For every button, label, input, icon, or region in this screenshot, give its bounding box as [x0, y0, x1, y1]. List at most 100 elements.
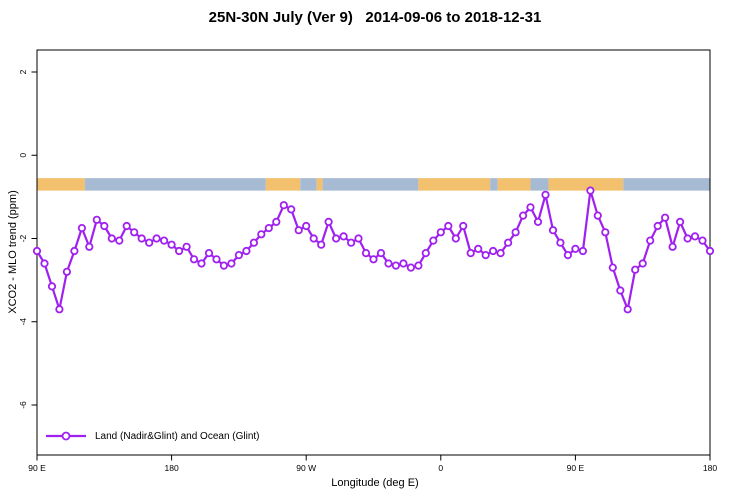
ocean-segment [530, 178, 549, 191]
data-point-marker [287, 205, 296, 214]
data-point-marker [518, 211, 528, 220]
data-point-marker [391, 261, 400, 270]
data-point-marker [234, 251, 243, 260]
data-point-marker [115, 236, 124, 245]
x-tick-label: 90 E [28, 463, 46, 473]
y-tick-label: 0 [18, 153, 28, 158]
data-point-marker [189, 255, 199, 264]
x-tick-label: 180 [165, 463, 179, 473]
data-point-marker [279, 201, 288, 210]
data-point-marker [429, 236, 438, 245]
data-point-marker [541, 190, 550, 199]
data-point-marker [130, 228, 139, 237]
y-tick-label: 2 [18, 69, 28, 74]
data-point-marker [444, 221, 453, 231]
y-tick-label: -4 [18, 318, 28, 326]
data-point-marker [705, 246, 715, 256]
data-point-marker [369, 255, 378, 264]
chart-title: 25N-30N July (Ver 9) 2014-09-06 to 2018-… [208, 9, 542, 26]
data-point-marker [690, 232, 700, 241]
x-axis-label: Longitude (deg E) [331, 477, 419, 489]
data-point-marker [62, 267, 72, 276]
data-point-marker [481, 251, 490, 260]
data-point-marker [175, 246, 184, 256]
land-segment [497, 178, 531, 191]
data-point-marker [204, 249, 214, 258]
data-point-marker [593, 211, 602, 220]
data-point-marker [698, 236, 707, 245]
data-point-marker [496, 249, 505, 258]
y-tick-label: -6 [18, 401, 28, 409]
data-point-marker [92, 215, 101, 224]
data-point-marker [122, 221, 131, 231]
x-tick-label: 90 W [296, 463, 316, 473]
data-point-marker [331, 234, 341, 243]
data-point-marker [436, 228, 445, 237]
data-point-marker [421, 249, 430, 258]
legend-label: Land (Nadir&Glint) and Ocean (Glint) [95, 430, 260, 442]
land-segment [418, 178, 491, 191]
data-point-marker [272, 217, 281, 226]
ocean-segment [84, 178, 266, 191]
data-point-marker [182, 242, 191, 251]
land-segment [548, 178, 624, 191]
data-point-marker [70, 246, 79, 256]
x-tick-label: 90 E [567, 463, 585, 473]
data-point-marker [399, 259, 408, 268]
data-point-marker [631, 265, 640, 274]
data-point-marker [638, 259, 647, 268]
data-point-marker [623, 305, 632, 314]
data-point-marker [197, 259, 206, 268]
data-point-marker [324, 217, 333, 226]
data-point-marker [451, 234, 460, 243]
land-segment [316, 178, 323, 191]
data-point-marker [646, 236, 655, 245]
data-point-marker [526, 203, 535, 212]
data-point-marker [653, 221, 662, 231]
ocean-segment [322, 178, 419, 191]
data-point-marker [361, 249, 371, 258]
data-point-marker [100, 221, 109, 231]
land-segment [265, 178, 301, 191]
data-point-marker [145, 238, 154, 247]
data-point-marker [317, 240, 326, 249]
data-point-marker [601, 228, 610, 237]
data-point-marker [668, 242, 677, 251]
data-point-marker [302, 221, 311, 231]
data-point-marker [556, 238, 565, 247]
data-point-marker [503, 238, 513, 247]
data-point-marker [533, 217, 543, 226]
data-point-marker [227, 259, 236, 268]
data-point-marker [660, 213, 670, 222]
x-tick-label: 180 [703, 463, 717, 473]
data-point-marker [414, 261, 423, 270]
data-point-marker [346, 238, 356, 247]
data-point-marker [339, 232, 348, 241]
data-point-marker [548, 226, 558, 235]
data-point-marker [571, 244, 580, 253]
data-point-marker [511, 228, 520, 237]
data-point-marker [212, 255, 221, 264]
ocean-segment [623, 178, 710, 191]
ocean-segment [490, 178, 498, 191]
data-point-marker [354, 234, 363, 243]
data-point-marker [152, 234, 161, 243]
data-point-marker [563, 251, 573, 260]
data-point-marker [616, 286, 625, 295]
land-segment [37, 178, 85, 191]
data-point-marker [466, 249, 475, 258]
data-point-marker [578, 246, 588, 256]
x-tick-label: 0 [438, 463, 443, 473]
data-point-marker [257, 230, 266, 239]
data-point-marker [167, 240, 176, 249]
data-point-marker [608, 263, 617, 272]
data-point-marker [406, 263, 415, 272]
data-point-marker [586, 186, 595, 195]
ocean-segment [300, 178, 317, 191]
data-point-marker [137, 234, 146, 243]
data-point-marker [160, 236, 169, 245]
data-point-marker [242, 246, 251, 256]
data-point-marker [219, 261, 228, 270]
